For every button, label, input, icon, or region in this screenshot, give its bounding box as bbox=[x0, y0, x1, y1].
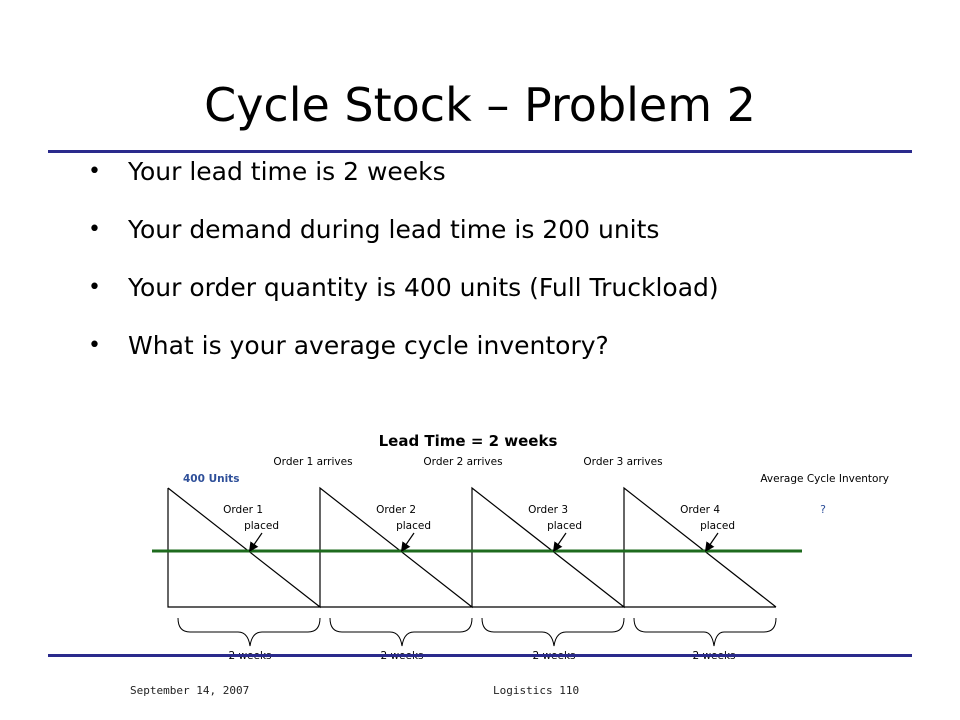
order-label: Order 2 bbox=[376, 504, 416, 516]
period-brace-icon bbox=[633, 617, 777, 647]
bullet-icon: • bbox=[88, 275, 101, 300]
order-arrow-icon bbox=[400, 532, 415, 552]
footer-course: Logistics 110 bbox=[493, 684, 580, 697]
bullet-text: What is your average cycle inventory? bbox=[128, 331, 609, 360]
order-arrow-icon bbox=[704, 532, 719, 552]
arrival-label: Order 1 arrives bbox=[273, 456, 352, 468]
bullet-item: • Your lead time is 2 weeks bbox=[88, 152, 719, 210]
bullet-item: • Your order quantity is 400 units (Full … bbox=[88, 268, 719, 326]
bullet-icon: • bbox=[88, 159, 101, 184]
bullet-text: Your lead time is 2 weeks bbox=[128, 157, 446, 186]
order-label: Order 4 bbox=[680, 504, 720, 516]
period-brace-icon bbox=[177, 617, 321, 647]
order-label: placed bbox=[547, 520, 582, 532]
order-label: Order 1 bbox=[223, 504, 263, 516]
arrival-label: Order 2 arrives bbox=[423, 456, 502, 468]
slide-title: Cycle Stock – Problem 2 bbox=[204, 78, 756, 132]
bottom-divider bbox=[48, 654, 912, 657]
avg-cycle-inventory-label: Average Cycle Inventory bbox=[760, 473, 889, 485]
diagram-heading: Lead Time = 2 weeks bbox=[379, 432, 558, 450]
order-label: placed bbox=[700, 520, 735, 532]
order-arrow-icon bbox=[552, 532, 567, 552]
period-brace-icon bbox=[329, 617, 473, 647]
bullet-item: • Your demand during lead time is 200 uni… bbox=[88, 210, 719, 268]
footer-date: September 14, 2007 bbox=[130, 684, 250, 697]
bullet-icon: • bbox=[88, 217, 101, 242]
order-label: placed bbox=[396, 520, 431, 532]
order-label: Order 3 bbox=[528, 504, 568, 516]
period-brace-icon bbox=[481, 617, 625, 647]
bullet-text: Your demand during lead time is 200 unit… bbox=[128, 215, 660, 244]
order-label: placed bbox=[244, 520, 279, 532]
bullet-icon: • bbox=[88, 333, 101, 358]
bullet-text: Your order quantity is 400 units (Full T… bbox=[128, 273, 719, 302]
bullet-item: • What is your average cycle inventory? bbox=[88, 326, 719, 384]
order-arrow-icon bbox=[248, 532, 263, 552]
top-divider bbox=[48, 150, 912, 153]
question-mark: ? bbox=[820, 503, 826, 516]
sawtooth-inventory-line bbox=[167, 486, 777, 609]
bullet-list: • Your lead time is 2 weeks • Your demand … bbox=[88, 152, 719, 384]
arrival-label: Order 3 arrives bbox=[583, 456, 662, 468]
units-label: 400 Units bbox=[183, 473, 239, 485]
